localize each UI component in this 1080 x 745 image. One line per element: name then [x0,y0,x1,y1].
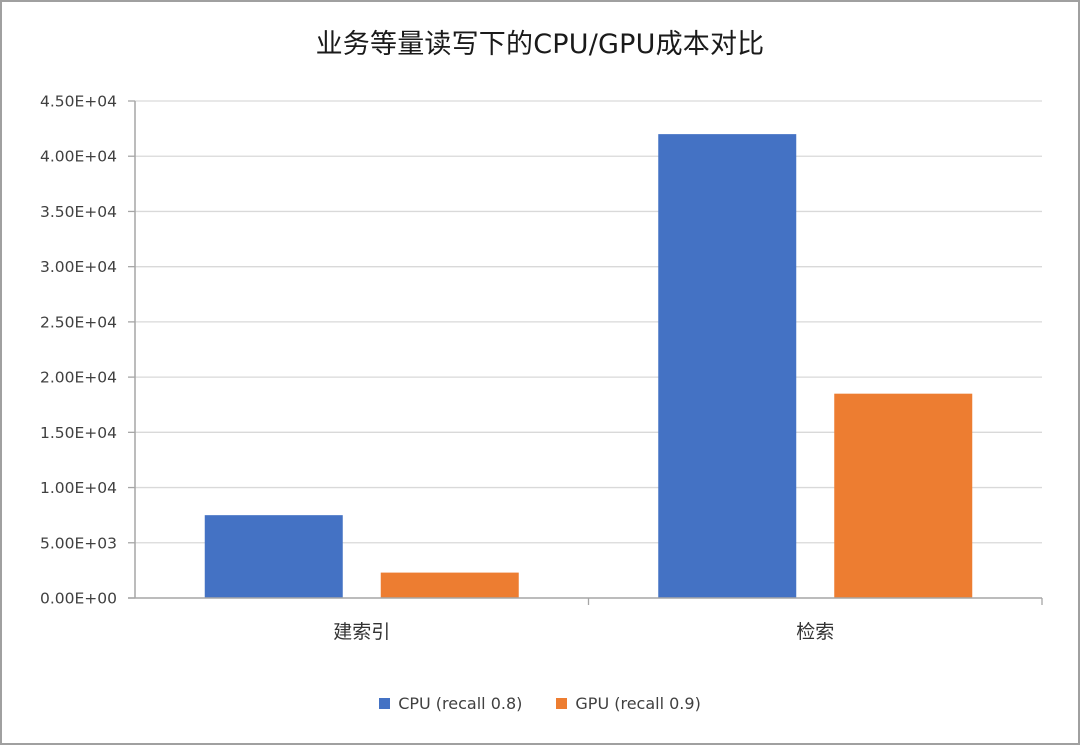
legend-label-cpu: CPU (recall 0.8) [398,694,523,713]
x-axis-categories: 建索引 检索 [333,598,1043,643]
bar-gpu-0[interactable] [380,572,519,598]
bar-cpu-1[interactable] [658,134,797,598]
legend-swatch-cpu [379,698,391,709]
y-tick-label: 1.50E+04 [40,424,117,442]
y-tick-label: 5.00E+03 [40,534,117,552]
x-category-label: 检索 [796,621,834,643]
y-tick-label: 2.00E+04 [40,369,117,387]
legend-item-gpu[interactable]: GPU (recall 0.9) [556,694,701,713]
y-tick-label: 1.00E+04 [40,479,117,497]
bar-cpu-0[interactable] [204,515,343,598]
y-axis-ticks: 0.00E+00 5.00E+03 1.00E+04 1.50E+04 2.00E+04… [40,93,135,608]
bar-gpu-1[interactable] [834,393,973,598]
y-tick-label: 0.00E+00 [40,590,117,608]
legend: CPU (recall 0.8) GPU (recall 0.9) [0,694,1080,713]
legend-swatch-gpu [556,698,568,709]
bars [204,134,973,598]
y-tick-label: 4.50E+04 [40,93,117,111]
y-tick-label: 4.00E+04 [40,148,117,166]
y-tick-label: 3.00E+04 [40,258,117,276]
x-category-label: 建索引 [333,621,390,643]
y-tick-label: 3.50E+04 [40,203,117,221]
chart-title: 业务等量读写下的CPU/GPU成本对比 [315,29,765,60]
legend-label-gpu: GPU (recall 0.9) [575,694,701,713]
legend-item-cpu[interactable]: CPU (recall 0.8) [379,694,522,713]
y-tick-label: 2.50E+04 [40,313,117,331]
